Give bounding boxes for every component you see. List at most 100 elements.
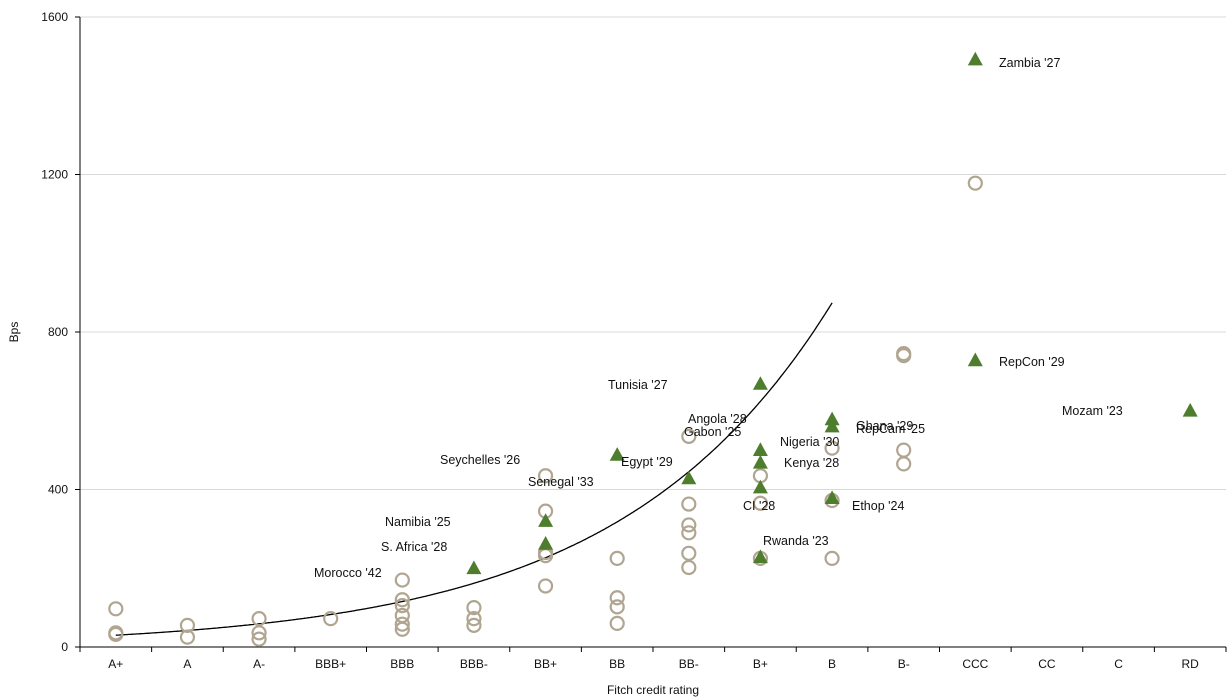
annotation-label: RepCam '25	[856, 422, 925, 436]
x-axis-ticks: A+ A A- BBB+ BBB BBB- BB+ BB BB- B+ B B- CCC CC C RD	[79, 647, 1227, 671]
data-point-circle	[466, 617, 482, 633]
data-point-triangle	[752, 442, 768, 456]
data-point-circle	[681, 428, 697, 444]
data-point-triangle	[538, 536, 554, 550]
data-point-circle	[967, 175, 983, 191]
data-point-circle	[251, 631, 267, 647]
x-tick-label: RD	[1182, 657, 1200, 671]
x-tick-label: BBB	[390, 657, 414, 671]
annotation-label: Senegal '33	[528, 475, 594, 489]
y-axis-label: Bps	[7, 322, 21, 343]
annotation-label: Morocco '42	[314, 566, 382, 580]
data-point-circle	[466, 611, 482, 627]
annotation-label: Namibia '25	[385, 515, 451, 529]
data-point-circle	[323, 611, 339, 627]
x-tick-label: A+	[108, 657, 123, 671]
data-point-circle	[609, 599, 625, 615]
x-tick-label: C	[1114, 657, 1123, 671]
data-point-triangle	[824, 418, 840, 433]
data-point-triangle	[752, 454, 768, 469]
x-tick-label: BB-	[679, 657, 699, 671]
data-point-triangle	[967, 352, 983, 367]
y-tick-label: 800	[48, 325, 68, 339]
data-point-triangle	[609, 447, 625, 461]
trend-curve-group	[115, 302, 833, 636]
data-point-triangle	[824, 490, 840, 504]
data-point-circle	[251, 625, 267, 641]
annotation-label: Tunisia '27	[608, 378, 668, 392]
data-point-circle	[824, 550, 840, 567]
x-tick-label: BBB-	[460, 657, 488, 671]
x-axis-label: Fitch credit rating	[607, 683, 699, 697]
data-point-circle	[681, 517, 697, 533]
annotation-label: Seychelles '26	[440, 453, 520, 467]
annotation-label: Kenya '28	[784, 456, 839, 470]
data-point-triangle	[752, 479, 768, 494]
data-point-circle	[179, 617, 196, 633]
annotation-label: Rwanda '23	[763, 534, 829, 548]
data-point-triangle	[1182, 402, 1198, 417]
data-point-circle	[394, 592, 410, 608]
data-point-circle	[394, 598, 410, 614]
data-point-circle	[896, 456, 912, 472]
data-point-triangle	[538, 513, 554, 527]
x-tick-label: BBB+	[315, 657, 346, 671]
data-point-circle	[609, 550, 625, 567]
data-point-triangle	[752, 549, 768, 564]
x-tick-label: B+	[753, 657, 768, 671]
data-point-circle	[108, 626, 124, 643]
x-tick-label: A	[183, 657, 191, 671]
x-tick-label: B	[828, 657, 836, 671]
data-point-circle	[179, 629, 196, 645]
data-point-triangle	[466, 560, 482, 575]
data-point-circle	[466, 600, 482, 616]
annotation-label: Angola '28	[688, 412, 747, 426]
data-point-circle	[108, 601, 124, 617]
y-tick-label: 1600	[41, 10, 68, 24]
y-tick-label: 1200	[41, 168, 68, 182]
data-point-circle	[609, 590, 625, 606]
data-point-triangle	[681, 470, 697, 485]
annotation-label: CI '28	[743, 499, 775, 513]
annotation-label: S. Africa '28	[381, 540, 447, 554]
data-point-triangle	[824, 411, 840, 426]
annotation-label: Nigeria '30	[780, 435, 839, 449]
annotation-label: Gabon '25	[684, 425, 741, 439]
x-tick-label: BB	[609, 657, 625, 671]
x-tick-label: BB+	[534, 657, 557, 671]
data-point-circle	[609, 615, 625, 631]
y-axis-ticks: 0 400 800 1200 1600	[41, 10, 80, 654]
annotation-label: Zambia '27	[999, 56, 1060, 70]
data-point-circle	[752, 495, 769, 511]
data-point-circle	[251, 611, 267, 627]
annotation-label: Egypt '29	[621, 455, 673, 469]
data-point-circle	[681, 559, 697, 576]
annotation-label: Mozam '23	[1062, 404, 1123, 418]
gridlines	[80, 16, 1226, 490]
annotation-label: Ghana '29	[856, 419, 913, 433]
x-tick-label: CCC	[962, 657, 988, 671]
data-point-circle	[681, 496, 697, 512]
data-point-circle	[537, 468, 554, 484]
y-tick-label: 400	[48, 483, 68, 497]
data-point-circle	[681, 545, 697, 561]
data-point-circle	[681, 525, 697, 541]
x-tick-label: A-	[253, 657, 265, 671]
data-points	[108, 51, 1198, 647]
data-point-circle	[394, 572, 410, 588]
data-point-circle	[537, 578, 554, 594]
annotation-label: RepCon '29	[999, 355, 1065, 369]
data-point-triangle	[752, 376, 768, 390]
data-point-circle	[394, 621, 410, 637]
y-tick-label: 0	[61, 640, 68, 654]
data-point-circle	[896, 348, 912, 364]
x-tick-label: B-	[898, 657, 910, 671]
x-tick-label: CC	[1038, 657, 1056, 671]
annotation-label: Ethop '24	[852, 499, 904, 513]
data-point-circle	[896, 442, 912, 458]
data-point-triangle	[967, 51, 983, 66]
annotations: Morocco '42 S. Africa '28 Namibia '25 Seych…	[314, 56, 1123, 580]
data-point-circle	[824, 440, 840, 456]
trend-curve	[115, 302, 833, 636]
